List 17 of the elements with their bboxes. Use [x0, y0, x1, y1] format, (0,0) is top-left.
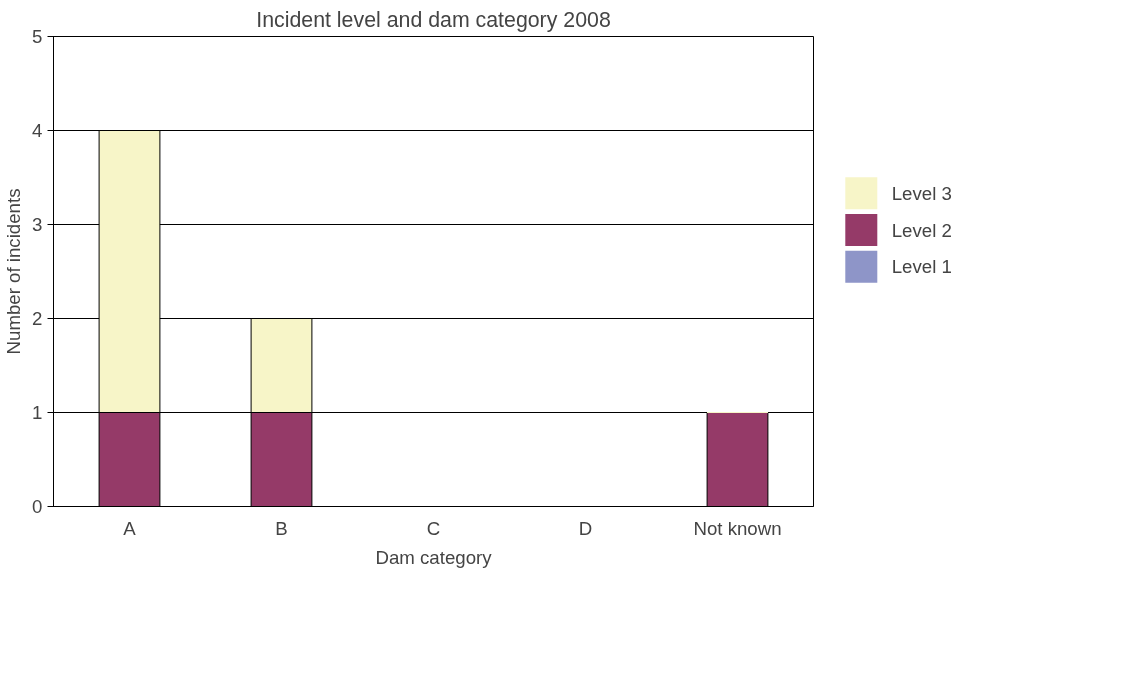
- legend-label: Level 3: [891, 182, 952, 204]
- y-tick-label: 3: [32, 214, 43, 235]
- chart-title: Incident level and dam category 2008: [256, 7, 611, 32]
- x-axis-title: Dam category: [375, 546, 493, 568]
- legend-label: Level 2: [891, 219, 952, 241]
- x-tick-label: B: [275, 517, 288, 539]
- legend-label: Level 1: [891, 256, 952, 278]
- x-tick-label: Not known: [693, 517, 782, 539]
- x-tick-label: D: [578, 517, 593, 539]
- y-tick-label: 1: [32, 402, 43, 423]
- y-tick-label: 2: [32, 308, 43, 329]
- y-tick-label: 5: [32, 26, 43, 47]
- y-tick-label: 4: [32, 120, 43, 141]
- y-tick-label: 0: [32, 496, 43, 517]
- x-tick-label: C: [426, 517, 441, 539]
- x-tick-label: A: [123, 517, 137, 539]
- y-axis-title: Number of incidents: [3, 188, 25, 355]
